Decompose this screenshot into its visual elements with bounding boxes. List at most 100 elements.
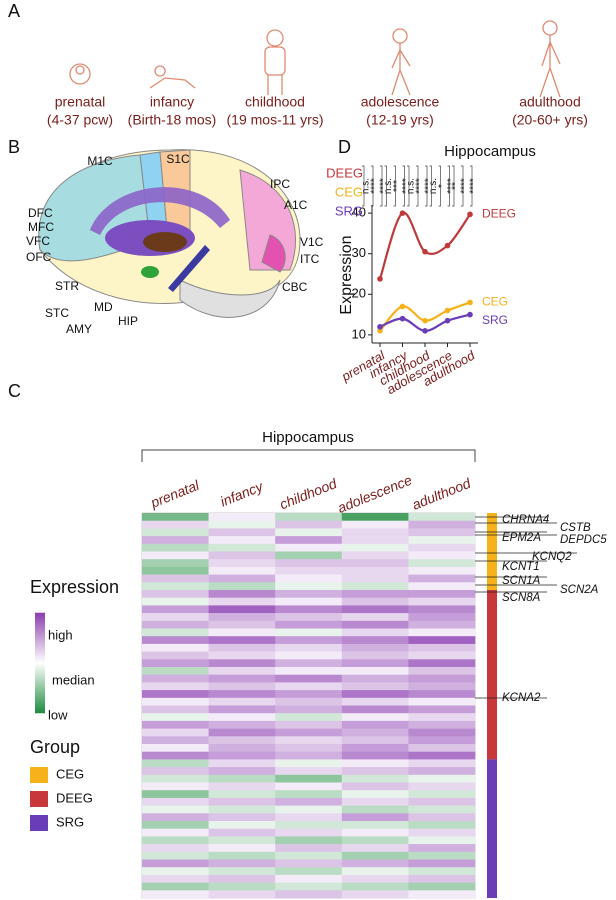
heatmap-cell (208, 643, 276, 652)
heatmap-cell (408, 805, 476, 814)
heatmap-cell (341, 643, 409, 652)
gene-label: KCNQ2 (532, 551, 572, 563)
heatmap-cell (142, 790, 209, 799)
heatmap-cell (208, 813, 276, 822)
brain-drawing (38, 149, 301, 318)
heatmap-cell (408, 582, 476, 591)
heatmap-cell (142, 643, 209, 652)
heatmap-cell (408, 744, 476, 752)
heatmap-cell (208, 874, 276, 883)
heatmap-cell (142, 720, 209, 729)
significance: **** (379, 178, 390, 194)
heatmap-cell (408, 782, 476, 791)
heatmap-cell (341, 851, 409, 860)
gene-label: CHRNA4 (502, 514, 549, 526)
heatmap-cell (142, 582, 209, 591)
heatmap-cell (341, 774, 409, 783)
point (467, 311, 473, 318)
heatmap-cell (275, 705, 343, 714)
heatmap-cell (208, 543, 276, 552)
heatmap-cell (142, 674, 209, 683)
region-label: V1C (300, 235, 324, 249)
heatmap-cell (408, 874, 476, 883)
series-label: CEG (335, 184, 363, 199)
panel-label: B (8, 137, 20, 157)
significance: **** (424, 178, 435, 194)
heatmap-cell (275, 767, 343, 776)
significance: *** (392, 180, 403, 192)
heatmap-cell (275, 844, 343, 853)
heatmap-cell (142, 628, 209, 637)
heatmap-cell (275, 774, 343, 783)
gene-label: DEPDC5 (560, 534, 607, 546)
heatmap-cell (341, 674, 409, 683)
group-bar (487, 513, 497, 590)
heatmap-cell (208, 697, 276, 706)
heatmap-cell (208, 890, 276, 899)
heatmap-cell (275, 528, 343, 537)
heatmap-cell (275, 597, 343, 606)
heatmap-cell (142, 759, 209, 768)
chart-title: Hippocampus (444, 143, 536, 160)
gene-label: SCN1A (502, 575, 541, 587)
heatmap-cell (341, 759, 409, 768)
heatmap-cell (275, 720, 343, 729)
heatmap-cell (408, 797, 476, 806)
heatmap-cell (275, 828, 343, 837)
heatmap-cell (208, 513, 276, 521)
heatmap-cell (408, 813, 476, 822)
heatmap-cell (275, 744, 343, 752)
region-label: S1C (166, 152, 190, 166)
heatmap-cell (142, 536, 209, 545)
region-label: VFC (26, 234, 50, 248)
heatmap-cell (341, 844, 409, 853)
heatmap-cell (142, 705, 209, 714)
significance: **** (415, 178, 426, 194)
heatmap-cell (142, 613, 209, 622)
heatmap-cell (408, 574, 476, 583)
heatmap-cell (142, 559, 209, 568)
heatmap-cell (408, 736, 476, 745)
heatmap-cell (408, 790, 476, 799)
heatmap-cell (408, 643, 476, 652)
point (444, 317, 451, 324)
y-tick-label: 30 (352, 245, 366, 260)
column-label: adolescence (335, 472, 414, 516)
heatmap-cell (142, 821, 209, 829)
heatmap-cell (208, 836, 276, 845)
heatmap-cell (275, 836, 343, 845)
significance: **** (446, 178, 457, 194)
point (399, 303, 406, 310)
heatmap-cell (275, 582, 343, 591)
group-swatch (30, 791, 48, 807)
heatmap-cell (341, 805, 409, 814)
heatmap-cell (275, 667, 343, 675)
significance: n.s. (428, 178, 439, 194)
heatmap-cell (142, 682, 209, 691)
heatmap-cell (341, 836, 409, 845)
heatmap-cell (142, 605, 209, 614)
heatmap-cell (408, 566, 476, 575)
heatmap-cell (275, 697, 343, 706)
heatmap-cell (341, 605, 409, 614)
heatmap-cell (208, 751, 276, 760)
heatmap-cell (341, 536, 409, 545)
heatmap-cell (142, 636, 209, 645)
heatmap-cell (208, 713, 276, 722)
heatmap-cell (341, 513, 409, 521)
heatmap-cell (408, 651, 476, 660)
heatmap-cell (341, 559, 409, 568)
heatmap-cell (341, 813, 409, 822)
heatmap-cell (341, 697, 409, 706)
heatmap-cell (142, 659, 209, 668)
series-end-label: DEEG (482, 207, 516, 221)
region-label: ITC (300, 252, 320, 266)
heatmap-cell (208, 851, 276, 860)
heatmap-cell (208, 720, 276, 729)
heatmap-cell (341, 613, 409, 622)
heatmap-cell (208, 690, 276, 699)
heatmap-cell (408, 590, 476, 598)
sig-bracket (362, 165, 383, 207)
heatmap-cell (275, 813, 343, 822)
